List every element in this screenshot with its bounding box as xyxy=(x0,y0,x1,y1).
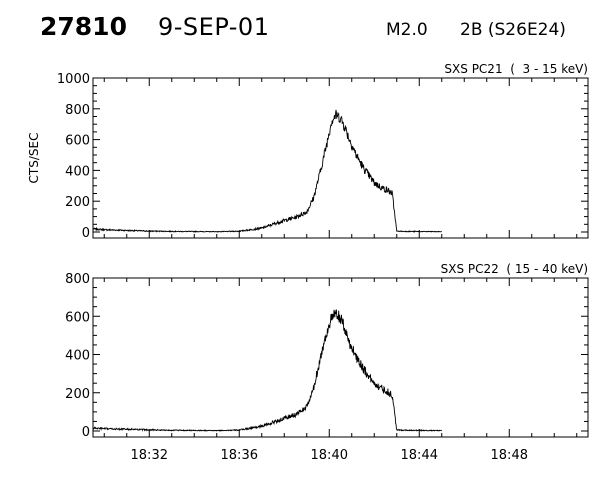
panel-1: 0 200 400 600 800 1000 SXS PC21 ( 3 - 15 keV) C… xyxy=(27,62,589,241)
series-line xyxy=(92,309,443,432)
x-tick-label: 18:40 xyxy=(311,448,348,463)
panel-2: 0 200 400 600 800 18:32 18:36 18:40 18:44 18:48 SX… xyxy=(65,262,589,463)
panel-title: SXS PC22 ( 15 - 40 keV) xyxy=(441,262,588,276)
y-tick-label: 400 xyxy=(65,164,90,179)
x-tick-label: 18:48 xyxy=(491,448,528,463)
y-tick-label: 600 xyxy=(65,134,90,149)
y-tick-label: 600 xyxy=(65,310,90,325)
y-axis-label: CTS/SEC xyxy=(27,133,41,184)
panel-frame xyxy=(92,77,589,239)
x-tick-label: 18:36 xyxy=(221,448,258,463)
y-tick-label: 800 xyxy=(65,272,90,287)
y-tick-label: 200 xyxy=(65,387,90,402)
panel-frame xyxy=(92,277,589,438)
y-tick-label: 1000 xyxy=(57,72,90,87)
event-id: 27810 xyxy=(40,12,127,41)
flare-location: 2B (S26E24) xyxy=(460,20,566,40)
series-line xyxy=(92,109,443,233)
x-tick-label: 18:44 xyxy=(401,448,438,463)
y-tick-label: 200 xyxy=(65,195,90,210)
event-date: 9-SEP-01 xyxy=(158,13,270,41)
x-tick-label: 18:32 xyxy=(131,448,168,463)
y-tick-label: 0 xyxy=(82,226,90,241)
y-tick-label: 400 xyxy=(65,349,90,364)
flare-class: M2.0 xyxy=(386,20,428,40)
panel-title: SXS PC21 ( 3 - 15 keV) xyxy=(444,62,588,76)
y-tick-label: 0 xyxy=(82,425,90,440)
y-tick-label: 800 xyxy=(65,103,90,118)
